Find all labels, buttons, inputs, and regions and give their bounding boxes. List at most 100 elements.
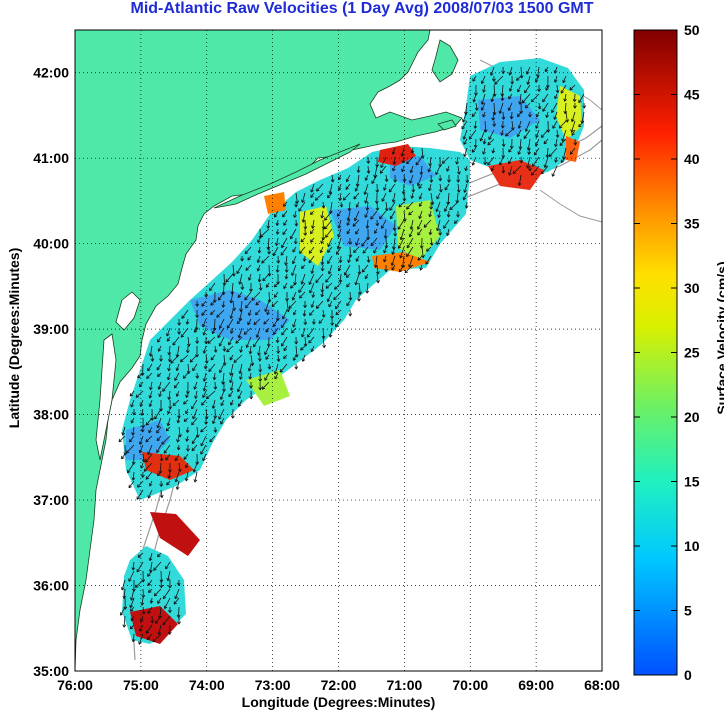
velocity-arrow-head: [213, 386, 218, 390]
velocity-arrow-head: [131, 639, 136, 643]
velocity-arrow-head: [501, 116, 506, 120]
velocity-arrow-head: [330, 322, 335, 326]
velocity-arrow-head: [543, 164, 548, 168]
velocity-arrow-head: [353, 217, 358, 222]
velocity-arrow: [409, 228, 414, 238]
velocity-arrow-head: [295, 200, 299, 204]
velocity-arrow: [308, 273, 315, 285]
velocity-arrow-head: [210, 311, 214, 316]
velocity-arrow-head: [167, 359, 172, 363]
velocity-arrow: [303, 255, 306, 262]
velocity-arrow-head: [480, 107, 485, 111]
velocity-arrow-head: [147, 367, 151, 372]
velocity-arrow: [397, 219, 405, 230]
velocity-arrow-head: [118, 438, 122, 443]
velocity-arrow: [247, 255, 252, 261]
velocity-arrow-head: [145, 422, 150, 426]
velocity-arrow: [544, 66, 549, 73]
velocity-arrow: [443, 219, 450, 229]
velocity-arrow-head: [545, 114, 549, 118]
velocity-arrow-head: [508, 172, 512, 176]
velocity-arrow-head: [319, 249, 324, 254]
velocity-arrow-head: [282, 213, 286, 218]
velocity-arrow-head: [253, 343, 257, 348]
velocity-arrow: [398, 237, 405, 249]
velocity-arrow: [320, 246, 324, 253]
velocity-arrow: [492, 111, 495, 121]
velocity-arrow-head: [174, 595, 178, 600]
colorbar-tick-label: 10: [684, 538, 700, 554]
velocity-arrow-head: [462, 196, 467, 201]
velocity-arrow: [152, 633, 162, 643]
velocity-arrow: [130, 597, 135, 608]
velocity-arrow: [559, 138, 567, 146]
velocity-arrow-head: [177, 621, 181, 625]
velocity-arrow-head: [346, 222, 350, 226]
velocity-arrow-head: [279, 369, 284, 373]
colorbar-tick-label: 5: [684, 603, 692, 619]
velocity-arrow: [301, 264, 306, 269]
velocity-arrow: [248, 363, 252, 372]
velocity-arrow: [365, 174, 369, 181]
velocity-arrow: [200, 435, 207, 447]
velocity-arrow-head: [177, 322, 182, 326]
velocity-arrow: [480, 129, 486, 142]
velocity-arrow-head: [209, 438, 213, 443]
velocity-arrow: [327, 246, 333, 253]
velocity-arrow-head: [418, 196, 423, 200]
velocity-arrow-head: [438, 178, 443, 182]
velocity-arrow: [187, 363, 190, 374]
velocity-arrow-head: [327, 243, 331, 247]
velocity-arrow: [398, 201, 405, 208]
velocity-arrow: [410, 165, 414, 173]
velocity-arrow-head: [213, 415, 218, 419]
velocity-arrow-head: [337, 187, 342, 191]
velocity-arrow-head: [571, 132, 575, 136]
velocity-arrow-head: [311, 203, 315, 207]
velocity-arrow: [264, 345, 270, 355]
velocity-arrow-head: [399, 254, 403, 259]
velocity-arrow-head: [194, 395, 198, 399]
velocity-arrow-head: [220, 402, 224, 407]
velocity-arrow: [408, 210, 414, 216]
velocity-arrow: [465, 165, 468, 171]
velocity-arrow: [542, 102, 549, 112]
velocity-arrow: [145, 435, 153, 443]
velocity-arrow-head: [379, 170, 384, 174]
velocity-arrow-head: [229, 357, 233, 361]
velocity-arrow: [281, 327, 288, 336]
velocity-arrow: [193, 462, 198, 473]
velocity-arrow: [385, 174, 388, 182]
velocity-arrow-head: [324, 217, 328, 221]
velocity-arrow-head: [255, 311, 259, 316]
velocity-arrow-head: [204, 421, 208, 425]
velocity-arrow: [137, 372, 144, 379]
velocity-arrow: [325, 228, 333, 238]
velocity-arrow-head: [482, 114, 486, 118]
velocity-arrow: [240, 345, 243, 353]
velocity-arrow: [150, 561, 153, 573]
velocity-arrow: [324, 219, 333, 230]
velocity-arrow-head: [263, 321, 267, 325]
velocity-arrow-head: [507, 160, 512, 165]
velocity-arrow: [370, 237, 378, 247]
velocity-arrow-head: [184, 478, 189, 482]
velocity-arrow-head: [262, 277, 266, 282]
velocity-arrow-head: [554, 143, 558, 148]
velocity-arrow: [531, 165, 540, 176]
velocity-arrow: [201, 399, 207, 406]
velocity-arrow: [338, 183, 342, 191]
velocity-arrow: [261, 381, 270, 390]
velocity-arrow: [219, 336, 225, 347]
velocity-arrow-head: [283, 347, 287, 352]
velocity-arrow-head: [237, 334, 242, 339]
velocity-arrow: [444, 201, 450, 212]
velocity-arrow-head: [145, 438, 149, 443]
velocity-arrow-head: [535, 79, 539, 83]
velocity-arrow: [406, 237, 414, 249]
velocity-arrow-head: [438, 189, 443, 193]
velocity-arrow: [357, 165, 360, 173]
velocity-arrow-head: [494, 81, 498, 85]
velocity-arrow-head: [526, 165, 530, 169]
velocity-arrow: [462, 111, 468, 123]
